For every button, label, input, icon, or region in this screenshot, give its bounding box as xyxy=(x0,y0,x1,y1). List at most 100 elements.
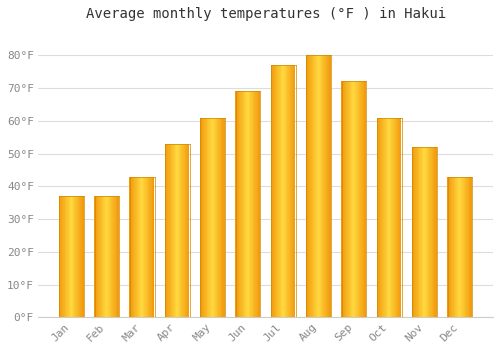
Bar xyxy=(256,91,257,317)
Bar xyxy=(362,82,364,317)
Bar xyxy=(215,118,216,317)
Bar xyxy=(244,91,245,317)
Bar xyxy=(200,118,201,317)
Bar xyxy=(257,91,258,317)
Bar xyxy=(172,144,173,317)
Bar xyxy=(98,196,99,317)
Bar xyxy=(290,65,292,317)
Bar xyxy=(307,55,308,317)
Bar xyxy=(312,55,314,317)
Bar xyxy=(326,55,328,317)
Bar xyxy=(357,82,358,317)
Bar xyxy=(80,196,81,317)
Bar xyxy=(468,176,469,317)
Bar xyxy=(376,118,378,317)
Bar xyxy=(219,118,220,317)
Bar xyxy=(76,196,77,317)
Bar xyxy=(67,196,68,317)
Bar xyxy=(424,147,425,317)
Bar xyxy=(151,176,152,317)
Bar xyxy=(63,196,64,317)
Bar xyxy=(218,118,219,317)
Bar xyxy=(399,118,400,317)
Bar xyxy=(358,82,360,317)
Bar xyxy=(346,82,347,317)
Bar xyxy=(220,118,222,317)
Bar xyxy=(118,196,119,317)
Bar xyxy=(347,82,348,317)
Bar xyxy=(292,65,293,317)
Bar xyxy=(246,91,247,317)
Bar xyxy=(116,196,117,317)
Bar xyxy=(328,55,329,317)
Bar xyxy=(212,118,213,317)
Bar xyxy=(210,118,211,317)
Bar xyxy=(343,82,344,317)
Bar xyxy=(382,118,383,317)
Bar xyxy=(109,196,110,317)
Bar xyxy=(321,55,322,317)
Bar xyxy=(352,82,353,317)
Bar xyxy=(306,55,307,317)
Bar xyxy=(117,196,118,317)
Bar xyxy=(242,91,243,317)
Bar xyxy=(417,147,418,317)
Bar xyxy=(134,176,135,317)
Bar xyxy=(354,82,356,317)
Bar xyxy=(182,144,183,317)
Bar xyxy=(353,82,354,317)
Bar xyxy=(464,176,466,317)
Bar xyxy=(169,144,170,317)
Bar xyxy=(204,118,205,317)
Bar xyxy=(94,196,95,317)
Bar xyxy=(322,55,324,317)
Bar xyxy=(213,118,214,317)
Bar xyxy=(320,55,321,317)
Bar xyxy=(184,144,186,317)
Bar xyxy=(318,55,319,317)
Bar xyxy=(208,118,209,317)
Bar xyxy=(426,147,427,317)
Bar xyxy=(186,144,187,317)
Bar xyxy=(434,147,435,317)
Bar xyxy=(421,147,422,317)
Bar xyxy=(315,55,316,317)
Bar xyxy=(144,176,145,317)
Bar xyxy=(152,176,154,317)
Bar xyxy=(62,196,63,317)
Bar xyxy=(103,196,104,317)
Bar xyxy=(114,196,116,317)
Bar xyxy=(60,196,62,317)
Bar xyxy=(96,196,98,317)
Bar xyxy=(386,118,388,317)
Bar xyxy=(77,196,78,317)
Bar xyxy=(108,196,109,317)
Bar xyxy=(278,65,279,317)
Bar xyxy=(350,82,351,317)
Bar xyxy=(412,147,413,317)
Bar xyxy=(216,118,218,317)
Bar xyxy=(448,176,449,317)
Bar xyxy=(113,196,114,317)
Bar xyxy=(414,147,415,317)
Bar xyxy=(183,144,184,317)
Bar xyxy=(422,147,424,317)
Bar xyxy=(289,65,290,317)
Bar xyxy=(236,91,237,317)
Bar xyxy=(106,196,108,317)
Bar xyxy=(398,118,399,317)
Bar xyxy=(130,176,131,317)
Bar xyxy=(187,144,188,317)
Bar xyxy=(201,118,202,317)
Bar xyxy=(378,118,379,317)
Bar xyxy=(361,82,362,317)
Bar xyxy=(188,144,190,317)
Bar xyxy=(222,118,223,317)
Bar xyxy=(453,176,454,317)
Bar xyxy=(463,176,464,317)
Bar xyxy=(396,118,397,317)
Bar xyxy=(276,65,278,317)
Bar xyxy=(168,144,169,317)
Bar xyxy=(95,196,96,317)
Bar xyxy=(351,82,352,317)
